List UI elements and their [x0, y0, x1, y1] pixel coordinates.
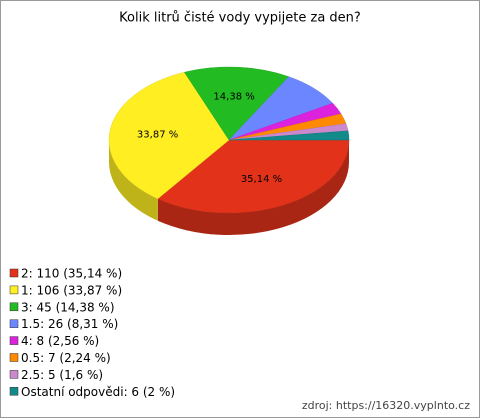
legend-swatch	[9, 370, 19, 379]
legend-swatch	[9, 353, 19, 362]
slice	[108, 71, 230, 200]
legend-label: 3: 45 (14,38 %)	[21, 300, 115, 314]
legend-swatch	[9, 336, 19, 345]
legend-swatch	[9, 302, 19, 312]
value-label: 14,38 %	[213, 91, 254, 102]
slice-side	[157, 140, 349, 235]
legend-label: 4: 8 (2,56 %)	[21, 334, 99, 348]
source: zdroj: https://16320.vyplnto.cz	[302, 399, 470, 412]
legend-label: 1: 106 (33,87 %)	[21, 283, 122, 297]
legend-label: 0.5: 7 (2,24 %)	[21, 351, 111, 365]
legend-swatch	[9, 285, 19, 295]
slice	[228, 130, 350, 141]
legend-swatch	[9, 319, 19, 328]
legend-label: Ostatní odpovědi: 6 (2 %)	[21, 385, 175, 399]
legend-label: 2.5: 5 (1,6 %)	[21, 368, 103, 382]
chart-title: Kolik litrů čisté vody vypijete za den?	[119, 11, 361, 26]
legend-swatch	[9, 387, 19, 396]
legend-label: 1.5: 26 (8,31 %)	[21, 317, 118, 331]
legend-label: 2: 110 (35,14 %)	[21, 267, 122, 281]
value-label: 33,87 %	[137, 129, 178, 140]
slice-side	[109, 140, 158, 221]
slice	[157, 139, 350, 214]
slice	[184, 66, 290, 141]
value-label: 35,14 %	[241, 174, 282, 185]
legend-swatch	[9, 268, 19, 278]
